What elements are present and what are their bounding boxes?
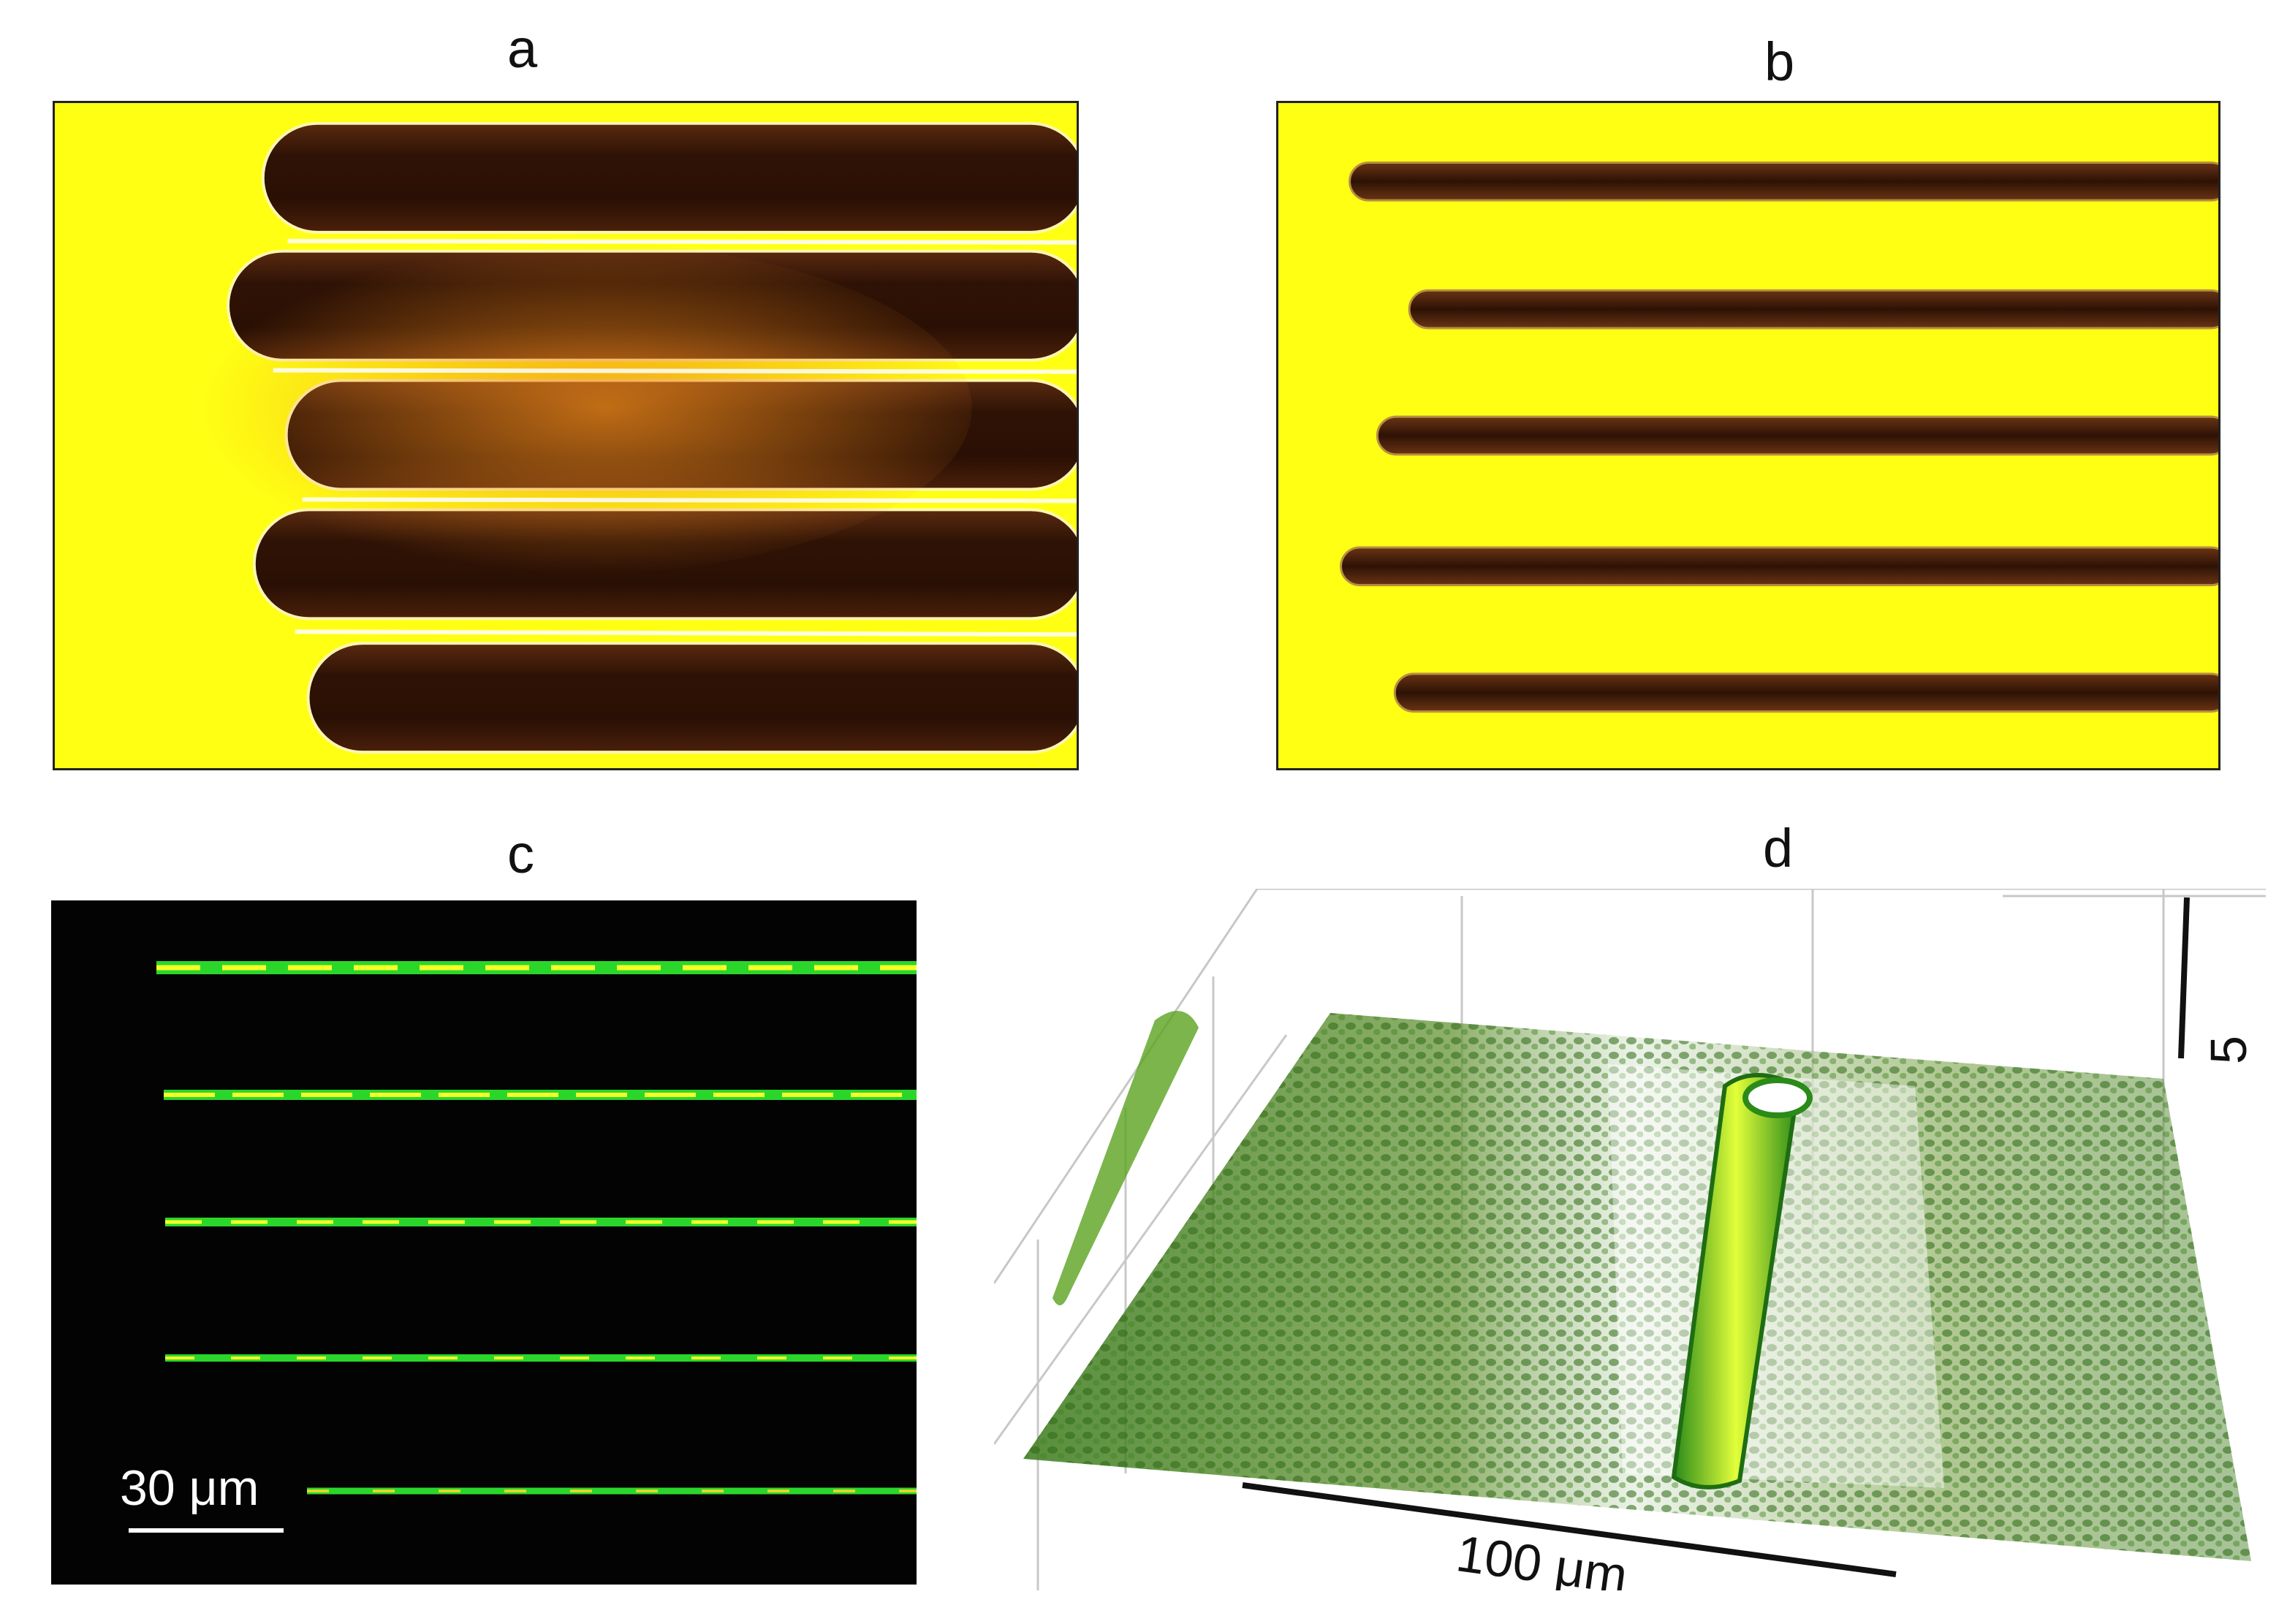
micrograph-panel-a: [53, 101, 1079, 770]
channels-b: [1340, 161, 2218, 713]
surface-ridge: [1671, 1073, 1801, 1490]
scalebar-line-vertical: [2178, 897, 2190, 1059]
micrograph-a-image: [55, 103, 1077, 768]
surface-3d-image: [994, 889, 2266, 1590]
scalebar-label-vertical: 5 μm: [2200, 992, 2266, 1064]
fluorescent-lines-c: [156, 961, 917, 1495]
fluorescence-panel-c: 30 μm: [51, 900, 917, 1585]
panel-label-a: a: [507, 18, 538, 79]
panel-label-c: c: [507, 824, 534, 884]
micrograph-b-image: [1278, 103, 2218, 768]
surface-3d-panel-d: 100 μm 5 μm: [994, 889, 2266, 1590]
scalebar-label-c: 30 μm: [120, 1460, 259, 1516]
panel-label-d: d: [1763, 818, 1794, 879]
panel-label-b: b: [1764, 31, 1795, 92]
micrograph-panel-b: [1276, 101, 2220, 770]
fluorescence-c-image: [51, 900, 917, 1585]
scalebar-line-horizontal: [1242, 1482, 1897, 1577]
